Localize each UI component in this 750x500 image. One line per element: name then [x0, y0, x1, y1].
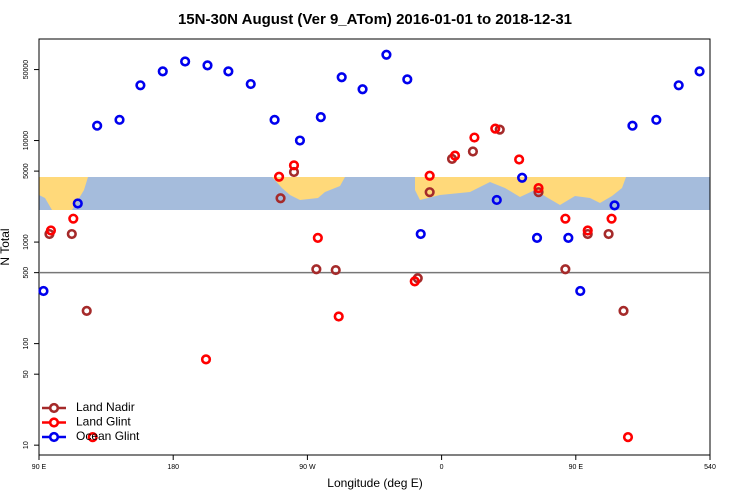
point — [135, 80, 146, 91]
point — [582, 225, 593, 236]
point — [45, 225, 57, 236]
point — [627, 120, 638, 131]
point — [333, 311, 344, 322]
point — [288, 160, 300, 171]
point — [273, 171, 285, 182]
legend-marker — [48, 402, 60, 414]
y-tick-label: 1000 — [23, 234, 30, 250]
point — [531, 232, 543, 243]
point — [294, 135, 306, 146]
chart-title: 15N-30N August (Ver 9_ATom) 2016-01-01 t… — [178, 11, 572, 28]
point — [514, 154, 525, 165]
point — [603, 228, 614, 240]
point — [694, 66, 705, 77]
legend-marker — [48, 417, 60, 428]
point — [381, 49, 392, 60]
point — [517, 172, 528, 183]
point — [114, 114, 125, 125]
y-tick-label: 50 — [23, 370, 30, 378]
y-axis-label: N Total — [0, 228, 12, 265]
point — [336, 72, 347, 83]
point — [560, 264, 571, 275]
point — [618, 305, 629, 317]
point — [606, 213, 617, 224]
point — [424, 170, 435, 181]
point — [357, 84, 368, 95]
point — [157, 66, 168, 77]
point — [651, 114, 662, 125]
x-axis-label: Longitude (deg E) — [327, 476, 422, 490]
point — [66, 228, 77, 240]
plot-frame — [38, 38, 711, 456]
point — [180, 56, 191, 67]
point — [575, 285, 586, 297]
point — [330, 264, 341, 276]
y-tick-label: 50000 — [23, 60, 30, 80]
point — [560, 213, 571, 224]
point — [38, 285, 49, 297]
point — [424, 187, 435, 198]
point — [582, 228, 593, 240]
map-band — [39, 177, 710, 210]
legend-label: Land Glint — [76, 415, 131, 429]
point — [409, 276, 420, 287]
y-tick-label: 500 — [23, 267, 30, 279]
point — [673, 80, 684, 91]
x-tick-label: 180 — [167, 464, 179, 471]
x-tick-label: 90 E — [32, 464, 47, 471]
point — [415, 228, 426, 240]
point — [609, 200, 620, 211]
y-tick-label: 5000 — [23, 163, 30, 179]
x-tick-label: 90 E — [569, 464, 584, 471]
point — [490, 123, 501, 134]
point — [469, 132, 480, 143]
point — [275, 193, 286, 204]
point — [491, 194, 502, 206]
point — [533, 183, 544, 194]
point — [563, 232, 574, 243]
x-tick-label: 0 — [440, 464, 444, 471]
point — [402, 74, 413, 85]
point — [202, 60, 213, 71]
point — [81, 305, 92, 317]
y-tick-label: 100 — [23, 338, 30, 350]
point — [72, 198, 83, 209]
point — [200, 354, 212, 365]
legend-label: Land Nadir — [76, 400, 135, 414]
point — [311, 264, 322, 275]
point — [533, 187, 544, 198]
point — [68, 213, 79, 224]
point — [467, 146, 479, 157]
point — [92, 120, 103, 131]
point — [449, 150, 461, 161]
point — [622, 432, 634, 443]
y-tick-label: 10 — [23, 441, 30, 449]
x-tick-label: 90 W — [299, 464, 316, 471]
point — [87, 432, 98, 443]
point — [312, 232, 323, 243]
legend-label: Ocean Glint — [76, 429, 140, 443]
y-tick-label: 10000 — [23, 131, 30, 151]
point — [223, 66, 234, 77]
point — [315, 112, 326, 123]
legend-marker — [48, 431, 60, 443]
x-tick-label: 540 — [704, 464, 716, 471]
point — [245, 78, 256, 90]
point — [494, 124, 505, 135]
point — [269, 114, 280, 125]
